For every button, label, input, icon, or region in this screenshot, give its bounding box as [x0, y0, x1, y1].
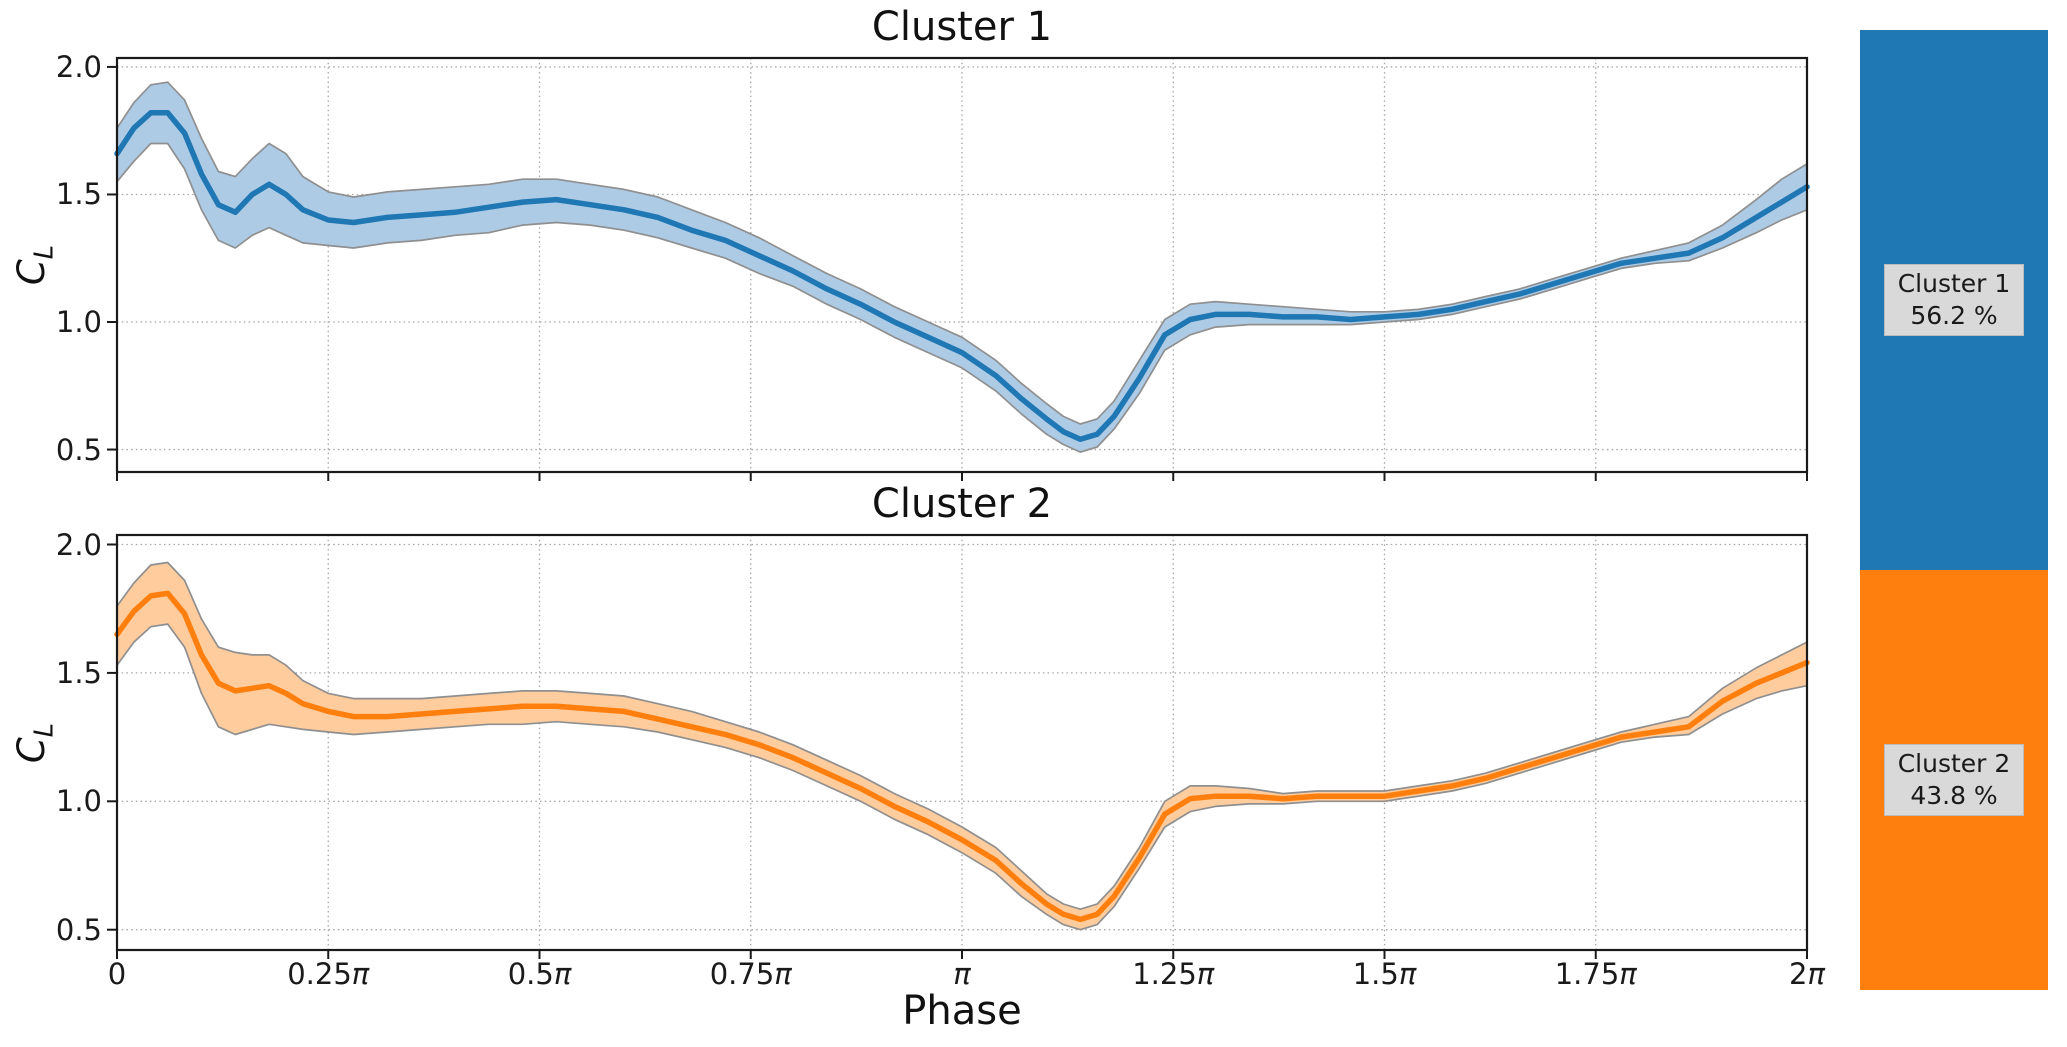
- ylabel-subscript: L: [28, 244, 59, 260]
- x-tick-label: 0.5π: [507, 957, 572, 991]
- x-tick-label: 1.5π: [1352, 957, 1417, 991]
- x-tick-label: 1.75π: [1554, 957, 1637, 991]
- subplot2-title: Cluster 2: [871, 481, 1053, 527]
- y-tick-label: 2.0: [55, 49, 102, 84]
- bar-label-cluster-2-percent: 43.8 %: [1910, 780, 1998, 810]
- ylabel-subscript: L: [28, 722, 59, 738]
- bar-segment-cluster-1: Cluster 1 56.2 %: [1860, 30, 2048, 570]
- bar-label-cluster-1-name: Cluster 1: [1897, 268, 2011, 298]
- x-tick-label: 0.25π: [287, 957, 370, 991]
- subplot2-cluster2-plot: [107, 533, 1810, 959]
- mean-line: [114, 590, 1810, 923]
- x-tick-label: 0: [107, 957, 127, 991]
- bar-label-cluster-2: Cluster 2 43.8 %: [1884, 743, 2024, 816]
- y-tick-label: 1.5: [55, 177, 102, 212]
- y-tick-label: 0.5: [55, 432, 102, 467]
- y-tick-label: 1.5: [55, 655, 102, 690]
- mean-line: [114, 110, 1810, 443]
- x-axis-label: Phase: [902, 988, 1022, 1034]
- band-lower-edge: [116, 142, 1808, 453]
- subplot1-ylabel: CL: [0, 230, 66, 300]
- y-tick-label: 0.5: [55, 912, 102, 947]
- bar-segment-cluster-2: Cluster 2 43.8 %: [1860, 569, 2048, 990]
- band-lower-edge: [116, 623, 1808, 931]
- subplot1-cluster1-plot: [107, 56, 1810, 481]
- x-tick-label: π: [953, 957, 971, 991]
- ylabel-symbol: C: [9, 259, 53, 286]
- y-tick-label: 2.0: [55, 527, 102, 562]
- x-tick-label: 0.75π: [709, 957, 792, 991]
- subplot2-ylabel: CL: [0, 708, 66, 778]
- y-tick-label: 1.0: [55, 305, 102, 339]
- cluster-proportion-bar: Cluster 1 56.2 % Cluster 2 43.8 %: [1860, 30, 2048, 990]
- y-tick-label: 1.0: [55, 784, 102, 819]
- bar-label-cluster-2-name: Cluster 2: [1897, 748, 2011, 778]
- band-upper-edge: [116, 561, 1808, 911]
- x-tick-label: 1.25π: [1132, 957, 1215, 991]
- band-upper-edge: [116, 81, 1808, 425]
- x-tick-label: 2π: [1789, 957, 1825, 991]
- ylabel-symbol: C: [9, 737, 53, 764]
- subplot1-title: Cluster 1: [871, 4, 1053, 50]
- bar-label-cluster-1: Cluster 1 56.2 %: [1884, 263, 2024, 336]
- bar-label-cluster-1-percent: 56.2 %: [1910, 300, 1998, 330]
